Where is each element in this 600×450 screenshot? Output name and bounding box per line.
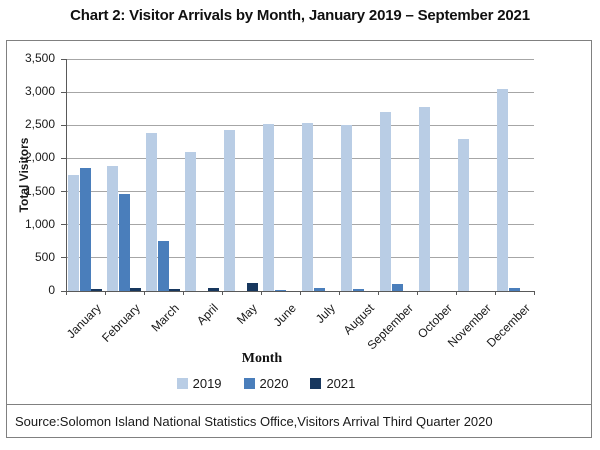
legend-swatch-2021 <box>310 378 322 389</box>
y-axis-tick <box>61 124 66 126</box>
chart-box: Total Visitors Month 2019 2020 2021 0 500 1,… <box>6 40 592 405</box>
bar-2019-may <box>224 130 235 291</box>
y-axis-tick <box>61 91 66 93</box>
source-note: Source:Solomon Island National Statistic… <box>6 404 592 438</box>
gridline <box>66 58 534 60</box>
bar-2020-september <box>391 284 403 291</box>
legend: 2019 2020 2021 <box>66 376 466 391</box>
y-tick-label: 2,500 <box>24 117 55 132</box>
y-tick-label: 1,000 <box>24 216 55 231</box>
bar-2019-september <box>380 112 391 291</box>
bar-2020-march <box>157 241 169 291</box>
gridline <box>66 224 534 226</box>
y-axis-tick <box>61 58 66 60</box>
y-axis-title: Total Visitors <box>17 137 31 213</box>
bar-2019-july <box>302 123 313 291</box>
bar-2021-may <box>247 283 259 291</box>
y-axis-tick <box>61 157 66 159</box>
x-axis-tick <box>144 291 145 295</box>
legend-label-2021: 2021 <box>326 376 356 391</box>
bar-2020-july <box>313 288 325 291</box>
legend-label-2020: 2020 <box>259 376 289 391</box>
y-tick-label: 3,500 <box>24 51 55 65</box>
legend-swatch-2019 <box>176 378 188 389</box>
y-tick-label: 500 <box>34 249 55 264</box>
legend-item-2020: 2020 <box>243 376 289 391</box>
y-tick-label: 0 <box>48 283 55 297</box>
gridline <box>66 91 534 93</box>
x-axis-tick <box>66 291 67 295</box>
x-axis-tick <box>378 291 379 295</box>
x-axis-tick <box>417 291 418 295</box>
y-axis-tick <box>61 224 66 226</box>
x-axis-tick <box>534 291 535 295</box>
x-axis-tick <box>222 291 223 295</box>
gridline <box>66 157 534 159</box>
x-axis-tick <box>261 291 262 295</box>
bar-2021-march <box>169 289 181 291</box>
bar-2019-june <box>263 124 274 291</box>
gridline <box>66 257 534 259</box>
bar-2019-january <box>68 175 79 291</box>
bar-2021-january <box>91 289 103 291</box>
legend-item-2021: 2021 <box>310 376 355 391</box>
bar-2019-november <box>458 139 469 291</box>
x-axis-tick <box>105 291 106 295</box>
y-axis-tick <box>61 257 66 259</box>
x-axis-tick <box>339 291 340 295</box>
bar-2019-february <box>107 166 118 291</box>
y-tick-label: 3,000 <box>24 84 55 99</box>
bar-2021-april <box>208 288 220 291</box>
legend-label-2019: 2019 <box>192 376 222 391</box>
x-axis-tick <box>183 291 184 295</box>
chart-title: Chart 2: Visitor Arrivals by Month, Janu… <box>70 7 530 24</box>
x-axis-tick <box>300 291 301 295</box>
bar-2019-april <box>185 152 196 291</box>
bar-2020-june <box>274 290 286 291</box>
bar-2019-march <box>146 133 157 291</box>
y-axis-tick <box>61 191 66 193</box>
x-axis-title: Month <box>241 351 283 366</box>
bar-2019-august <box>341 125 352 291</box>
bar-2019-october <box>419 107 430 291</box>
bar-2020-december <box>508 288 520 291</box>
bar-2020-august <box>352 289 364 291</box>
x-axis-tick <box>456 291 457 295</box>
x-axis-tick <box>495 291 496 295</box>
y-tick-label: 2,000 <box>24 150 55 165</box>
bar-2020-january <box>79 168 91 291</box>
gridline <box>66 124 534 126</box>
y-axis-line <box>66 59 67 291</box>
bar-2020-february <box>118 194 130 291</box>
y-tick-label: 1,500 <box>24 183 55 198</box>
legend-swatch-2020 <box>243 378 255 389</box>
y-axis-tick <box>61 290 66 292</box>
bar-2019-december <box>497 89 508 291</box>
bar-2021-february <box>130 288 142 291</box>
gridline <box>66 191 534 193</box>
legend-item-2019: 2019 <box>176 376 222 391</box>
